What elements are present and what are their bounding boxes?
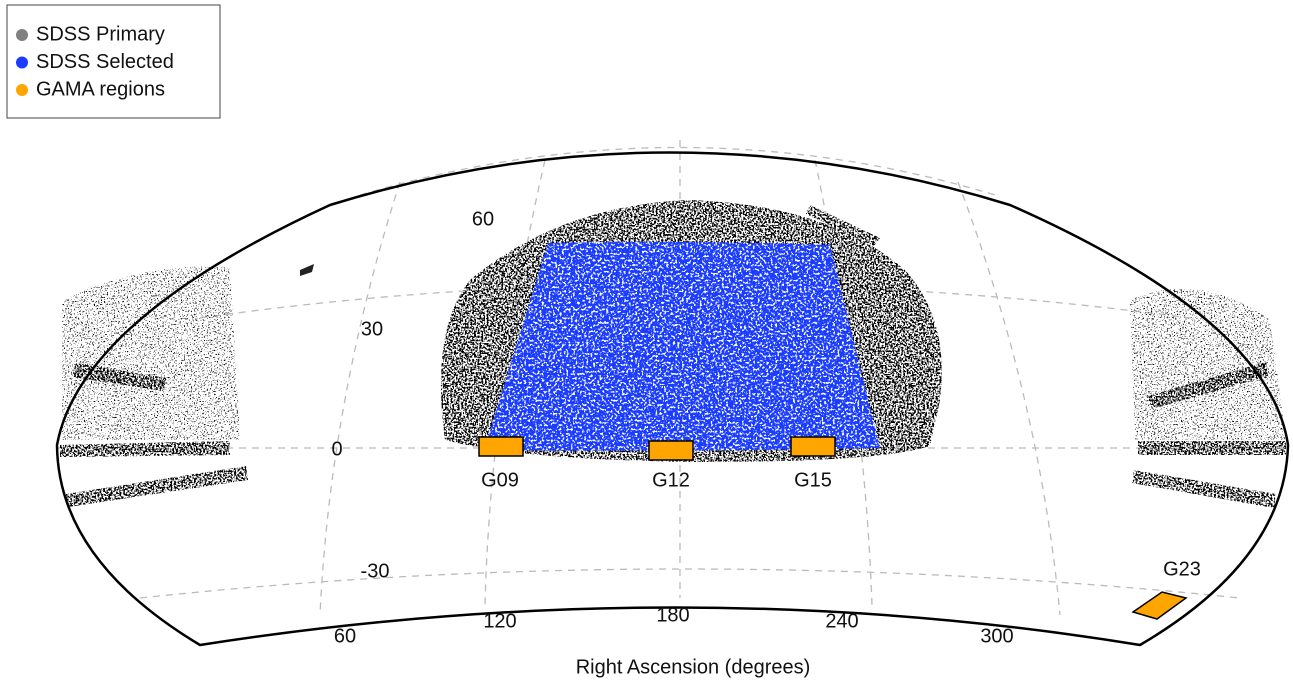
ra-tick-label: 120	[483, 610, 516, 632]
dec-grid-line	[359, 146, 996, 196]
legend-marker	[16, 84, 28, 96]
gama-region	[1131, 591, 1188, 620]
ra-grid-line	[319, 181, 401, 616]
legend-box	[6, 4, 221, 119]
region-label: G09	[481, 469, 519, 491]
legend-label: GAMA regions	[36, 78, 165, 100]
dec-tick-label: 0	[331, 438, 342, 460]
dec-tick-label: 60	[472, 208, 494, 230]
gama-region	[648, 440, 694, 461]
ra-tick-label: 60	[334, 625, 356, 647]
legend-label: SDSS Selected	[36, 51, 174, 73]
gama-region	[790, 436, 836, 457]
map-boundary	[55, 151, 1290, 647]
gama-region	[478, 436, 524, 457]
sdss-selected-footprint	[484, 241, 880, 451]
ra-tick-label: 180	[656, 604, 689, 626]
dec-tick-label: 30	[361, 318, 383, 340]
region-label: G15	[794, 469, 832, 491]
region-label: G12	[652, 469, 690, 491]
x-axis-label: Right Ascension (degrees)	[576, 656, 811, 678]
legend: SDSS Primary SDSS Selected GAMA regions	[6, 4, 221, 119]
region-label: G23	[1163, 558, 1201, 580]
ra-tick-label: 300	[980, 625, 1013, 647]
legend-label: SDSS Primary	[36, 23, 165, 45]
dec-tick-label: -30	[361, 560, 390, 582]
dec-grid-line	[139, 568, 1241, 599]
ra-grid-line	[957, 181, 1061, 616]
legend-marker	[16, 56, 28, 69]
legend-marker	[16, 29, 28, 41]
ra-tick-label: 240	[825, 610, 858, 632]
